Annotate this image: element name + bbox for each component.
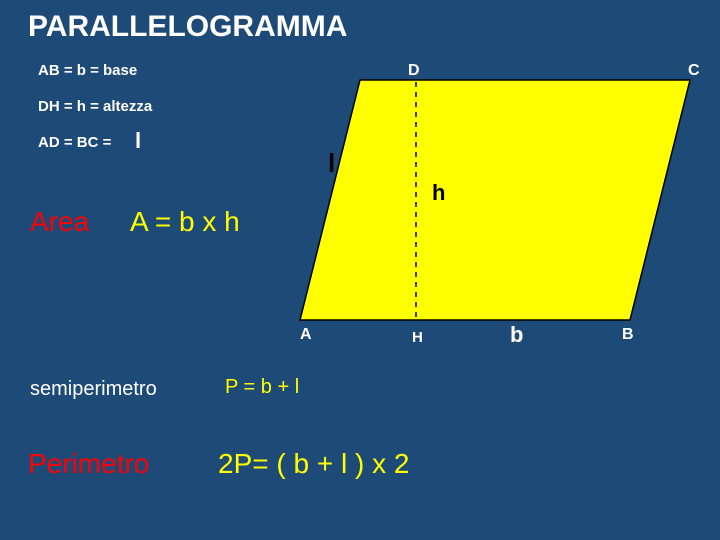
side-label-b: b bbox=[510, 322, 523, 348]
vertex-a: A bbox=[300, 326, 312, 344]
area-formula: A = b x h bbox=[130, 206, 240, 238]
slide-title: PARALLELOGRAMMA bbox=[28, 10, 347, 44]
side-label-l: l bbox=[328, 148, 335, 179]
vertex-b: B bbox=[622, 326, 634, 344]
vertex-h: H bbox=[412, 329, 423, 346]
semiperimetro-formula: P = b + l bbox=[225, 376, 299, 399]
semiperimetro-label: semiperimetro bbox=[30, 378, 157, 401]
perimetro-formula: 2P= ( b + l ) x 2 bbox=[218, 448, 409, 480]
definition-height: DH = h = altezza bbox=[38, 98, 152, 115]
side-label-h: h bbox=[432, 180, 445, 206]
parallelogram-shape bbox=[300, 80, 690, 320]
area-label: Area bbox=[30, 206, 89, 238]
definition-base: AB = b = base bbox=[38, 62, 137, 79]
definition-side-prefix: AD = BC = bbox=[38, 134, 111, 151]
definition-side-l: l bbox=[135, 128, 141, 154]
vertex-d: D bbox=[408, 62, 420, 80]
vertex-c: C bbox=[688, 62, 700, 80]
parallelogram-diagram bbox=[290, 70, 706, 340]
perimetro-label: Perimetro bbox=[28, 448, 149, 480]
